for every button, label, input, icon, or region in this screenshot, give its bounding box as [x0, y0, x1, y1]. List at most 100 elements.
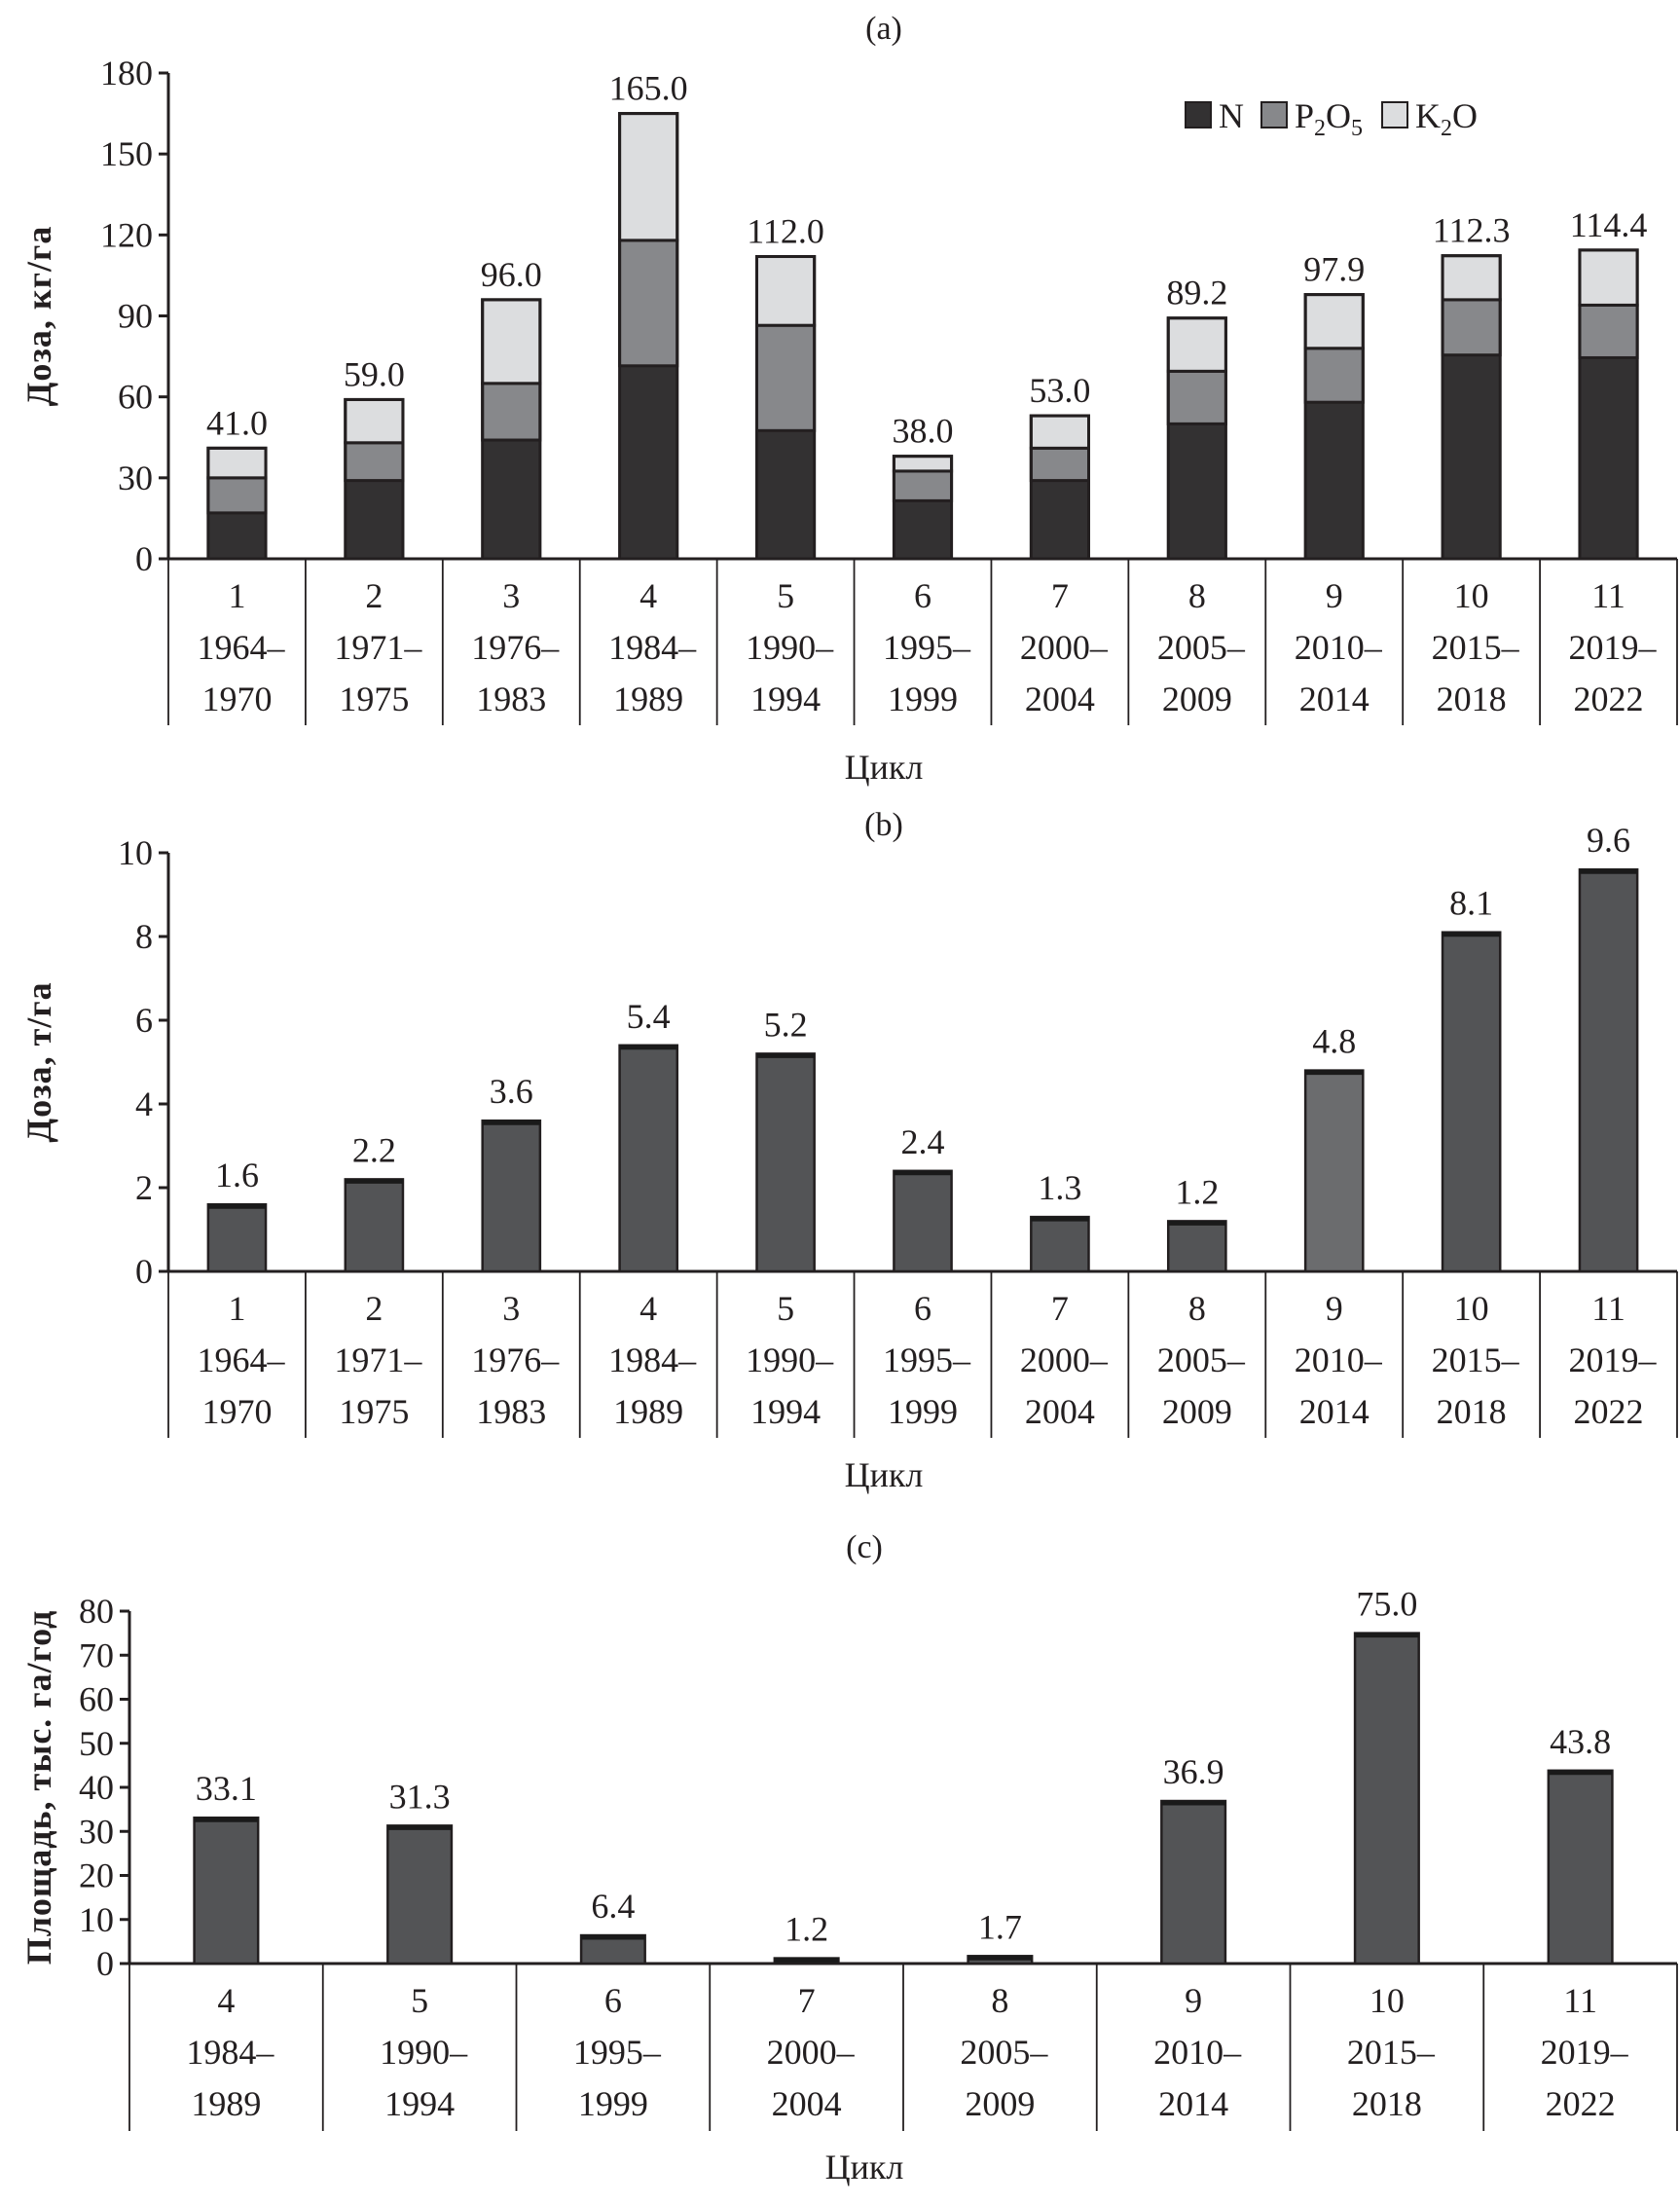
bar-segment-n [1443, 354, 1501, 559]
bar [481, 1119, 542, 1273]
legend-label-p2o5: P2O5 [1295, 96, 1363, 141]
y-tick-label: 2 [135, 1168, 153, 1207]
y-tick-label: 8 [135, 917, 153, 956]
bar-segment-n [1168, 423, 1226, 559]
bar-segment-p2o5 [1303, 347, 1365, 404]
legend-label-part: 2 [1314, 116, 1326, 141]
category-cycle-label: 6 [914, 1289, 931, 1328]
bar-total-label: 112.0 [747, 212, 824, 251]
category-cycle-label: 4 [217, 1981, 235, 2020]
category-years-start-label: 2019– [1541, 2033, 1629, 2072]
category-years-end-label: 2022 [1546, 2084, 1616, 2123]
bar-value-label: 2.4 [901, 1122, 945, 1161]
y-axis-title: Доза, кг/га [19, 226, 58, 407]
category-cycle-label: 3 [502, 576, 520, 615]
category-cycle-label: 11 [1563, 1981, 1597, 2020]
bar-total-label: 114.4 [1570, 205, 1648, 244]
category-cycle-label: 3 [502, 1289, 520, 1328]
category-years-end-label: 2014 [1158, 2084, 1228, 2123]
bar-segment-k2o [1578, 248, 1639, 307]
legend-label-part: O [1452, 96, 1478, 135]
legend-swatch-n [1185, 101, 1212, 129]
category-cycle-label: 9 [1185, 1981, 1202, 2020]
y-axis-title: Площадь, тыс. га/год [19, 1610, 58, 1965]
bar [1578, 867, 1639, 1273]
category-years-end-label: 1975 [339, 1392, 409, 1431]
category-cycle-label: 5 [777, 576, 794, 615]
bar-outline [892, 455, 954, 561]
category-years-end-label: 1975 [339, 680, 409, 718]
category-cycle-label: 10 [1454, 576, 1489, 615]
bar-total-label: 53.0 [1029, 371, 1090, 410]
category-cycle-label: 11 [1591, 576, 1625, 615]
category-years-end-label: 1989 [613, 1392, 683, 1431]
bar-segment-p2o5 [344, 441, 405, 483]
y-axis-title: Доза, т/га [19, 981, 58, 1142]
category-years-end-label: 1983 [476, 680, 546, 718]
y-tick-label: 60 [79, 1680, 114, 1719]
category-years-start-label: 1976– [471, 1341, 560, 1379]
legend-label-part: N [1219, 96, 1244, 135]
bar [1160, 1799, 1227, 1965]
bar-segment-p2o5 [1441, 298, 1502, 357]
bar [386, 1824, 454, 1965]
category-cycle-label: 10 [1454, 1289, 1489, 1328]
bar-segment-p2o5 [618, 239, 679, 368]
bar-segment-n [894, 500, 952, 559]
panel-title: (b) [864, 807, 903, 843]
category-cycle-label: 4 [639, 1289, 657, 1328]
y-tick-label: 50 [79, 1724, 114, 1763]
bar-segment-n [1579, 357, 1638, 559]
category-cycle-label: 2 [365, 1289, 383, 1328]
category-years-start-label: 1995– [573, 2033, 662, 2072]
bar-segment-k2o [1029, 414, 1091, 450]
bar-outline [1166, 316, 1227, 561]
bar-segment-n [207, 512, 267, 559]
panel-title: (a) [865, 11, 902, 47]
category-years-end-label: 2009 [1162, 680, 1232, 718]
legend-label-part: O [1326, 96, 1351, 135]
category-years-start-label: 2015– [1432, 1341, 1520, 1379]
x-axis-title: Цикл [845, 748, 924, 787]
bar-segment-p2o5 [481, 382, 542, 442]
bar-segment-p2o5 [755, 323, 817, 432]
category-years-end-label: 1999 [578, 2084, 648, 2123]
category-cycle-label: 1 [228, 1289, 245, 1328]
category-cycle-label: 2 [365, 576, 383, 615]
x-axis-title: Цикл [825, 2148, 904, 2186]
category-years-start-label: 2005– [1157, 1341, 1246, 1379]
legend-label-part: P [1295, 96, 1314, 135]
category-cycle-label: 5 [777, 1289, 794, 1328]
bar-total-label: 89.2 [1166, 274, 1227, 312]
category-years-start-label: 1976– [471, 628, 560, 667]
bar-value-label: 31.3 [389, 1777, 451, 1816]
category-years-end-label: 2018 [1437, 1392, 1507, 1431]
bar-segment-p2o5 [1166, 369, 1227, 425]
category-years-start-label: 2010– [1295, 628, 1383, 667]
bar [755, 1052, 816, 1273]
category-years-start-label: 1971– [334, 628, 422, 667]
category-years-end-label: 1970 [201, 680, 272, 718]
bar-total-label: 41.0 [206, 403, 268, 442]
y-tick-label: 180 [100, 54, 153, 92]
legend: N P2O5 K2O [1185, 96, 1478, 141]
legend-swatch-p2o5 [1260, 101, 1288, 129]
y-tick-label: 20 [79, 1856, 114, 1895]
bar-segment-k2o [1303, 293, 1365, 350]
category-years-end-label: 1994 [384, 2084, 455, 2123]
chart-c-liming-area: (c) 0 10 20 30 40 50 60 70 80 Площадь, тыс. га/год… [19, 1529, 1678, 2186]
bar-outline [1029, 414, 1091, 561]
category-years-end-label: 2009 [965, 2084, 1035, 2123]
category-cycle-label: 5 [411, 1981, 428, 2020]
category-years-start-label: 2000– [1020, 628, 1109, 667]
category-years-end-label: 2004 [1025, 680, 1095, 718]
category-cycle-label: 8 [1188, 1289, 1206, 1328]
legend-label-k2o: K2O [1415, 96, 1478, 141]
category-years-end-label: 2022 [1574, 680, 1644, 718]
bar-value-label: 1.7 [978, 1907, 1022, 1946]
bar-segment-k2o [1166, 316, 1227, 373]
legend-label-part: 2 [1441, 116, 1452, 141]
bar [1441, 931, 1502, 1273]
bar-segment-n [1031, 480, 1089, 559]
